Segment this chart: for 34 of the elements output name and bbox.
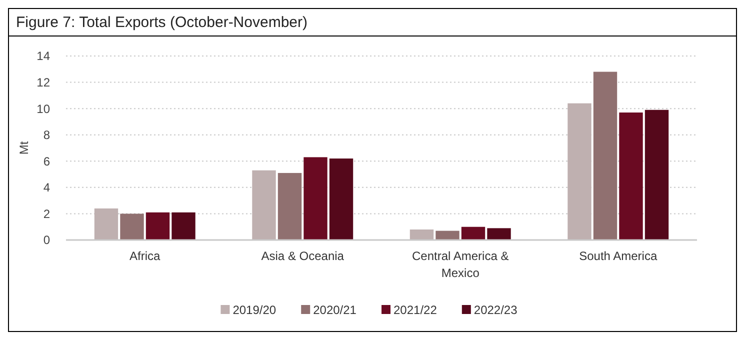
bar <box>619 112 643 240</box>
bar <box>410 229 434 240</box>
x-tick-label: South America <box>579 249 658 263</box>
bar <box>593 72 618 240</box>
bar <box>252 170 276 240</box>
y-tick-label: 4 <box>43 180 50 195</box>
y-tick-label: 8 <box>43 128 50 142</box>
x-tick-label: Asia & Oceania <box>261 249 344 263</box>
y-tick-label: 2 <box>43 206 50 221</box>
bar <box>172 212 196 240</box>
bar <box>146 212 170 240</box>
y-axis-title: Mt <box>17 140 31 155</box>
bar <box>487 228 511 240</box>
bar <box>329 158 354 240</box>
bar <box>304 157 328 240</box>
bar <box>436 230 460 240</box>
bar <box>644 110 669 240</box>
y-tick-label: 0 <box>43 233 50 248</box>
y-tick-label: 6 <box>43 154 50 168</box>
y-tick-label: 14 <box>36 49 50 64</box>
chart-title: Figure 7: Total Exports (October-November) <box>16 14 308 31</box>
y-tick-label: 12 <box>36 75 50 90</box>
x-tick-label: Africa <box>130 249 161 263</box>
bar <box>120 214 144 240</box>
bar <box>568 103 592 240</box>
bar <box>461 226 486 240</box>
legend-label: 2019/20 <box>232 303 276 318</box>
legend-label: 2022/23 <box>474 303 518 318</box>
x-tick-label: Central America & Mexico <box>412 249 509 280</box>
legend-label: 2021/22 <box>394 303 438 318</box>
y-tick-label: 10 <box>36 102 50 116</box>
bar <box>94 208 118 240</box>
bar <box>278 172 302 240</box>
legend-label: 2020/21 <box>313 303 357 318</box>
